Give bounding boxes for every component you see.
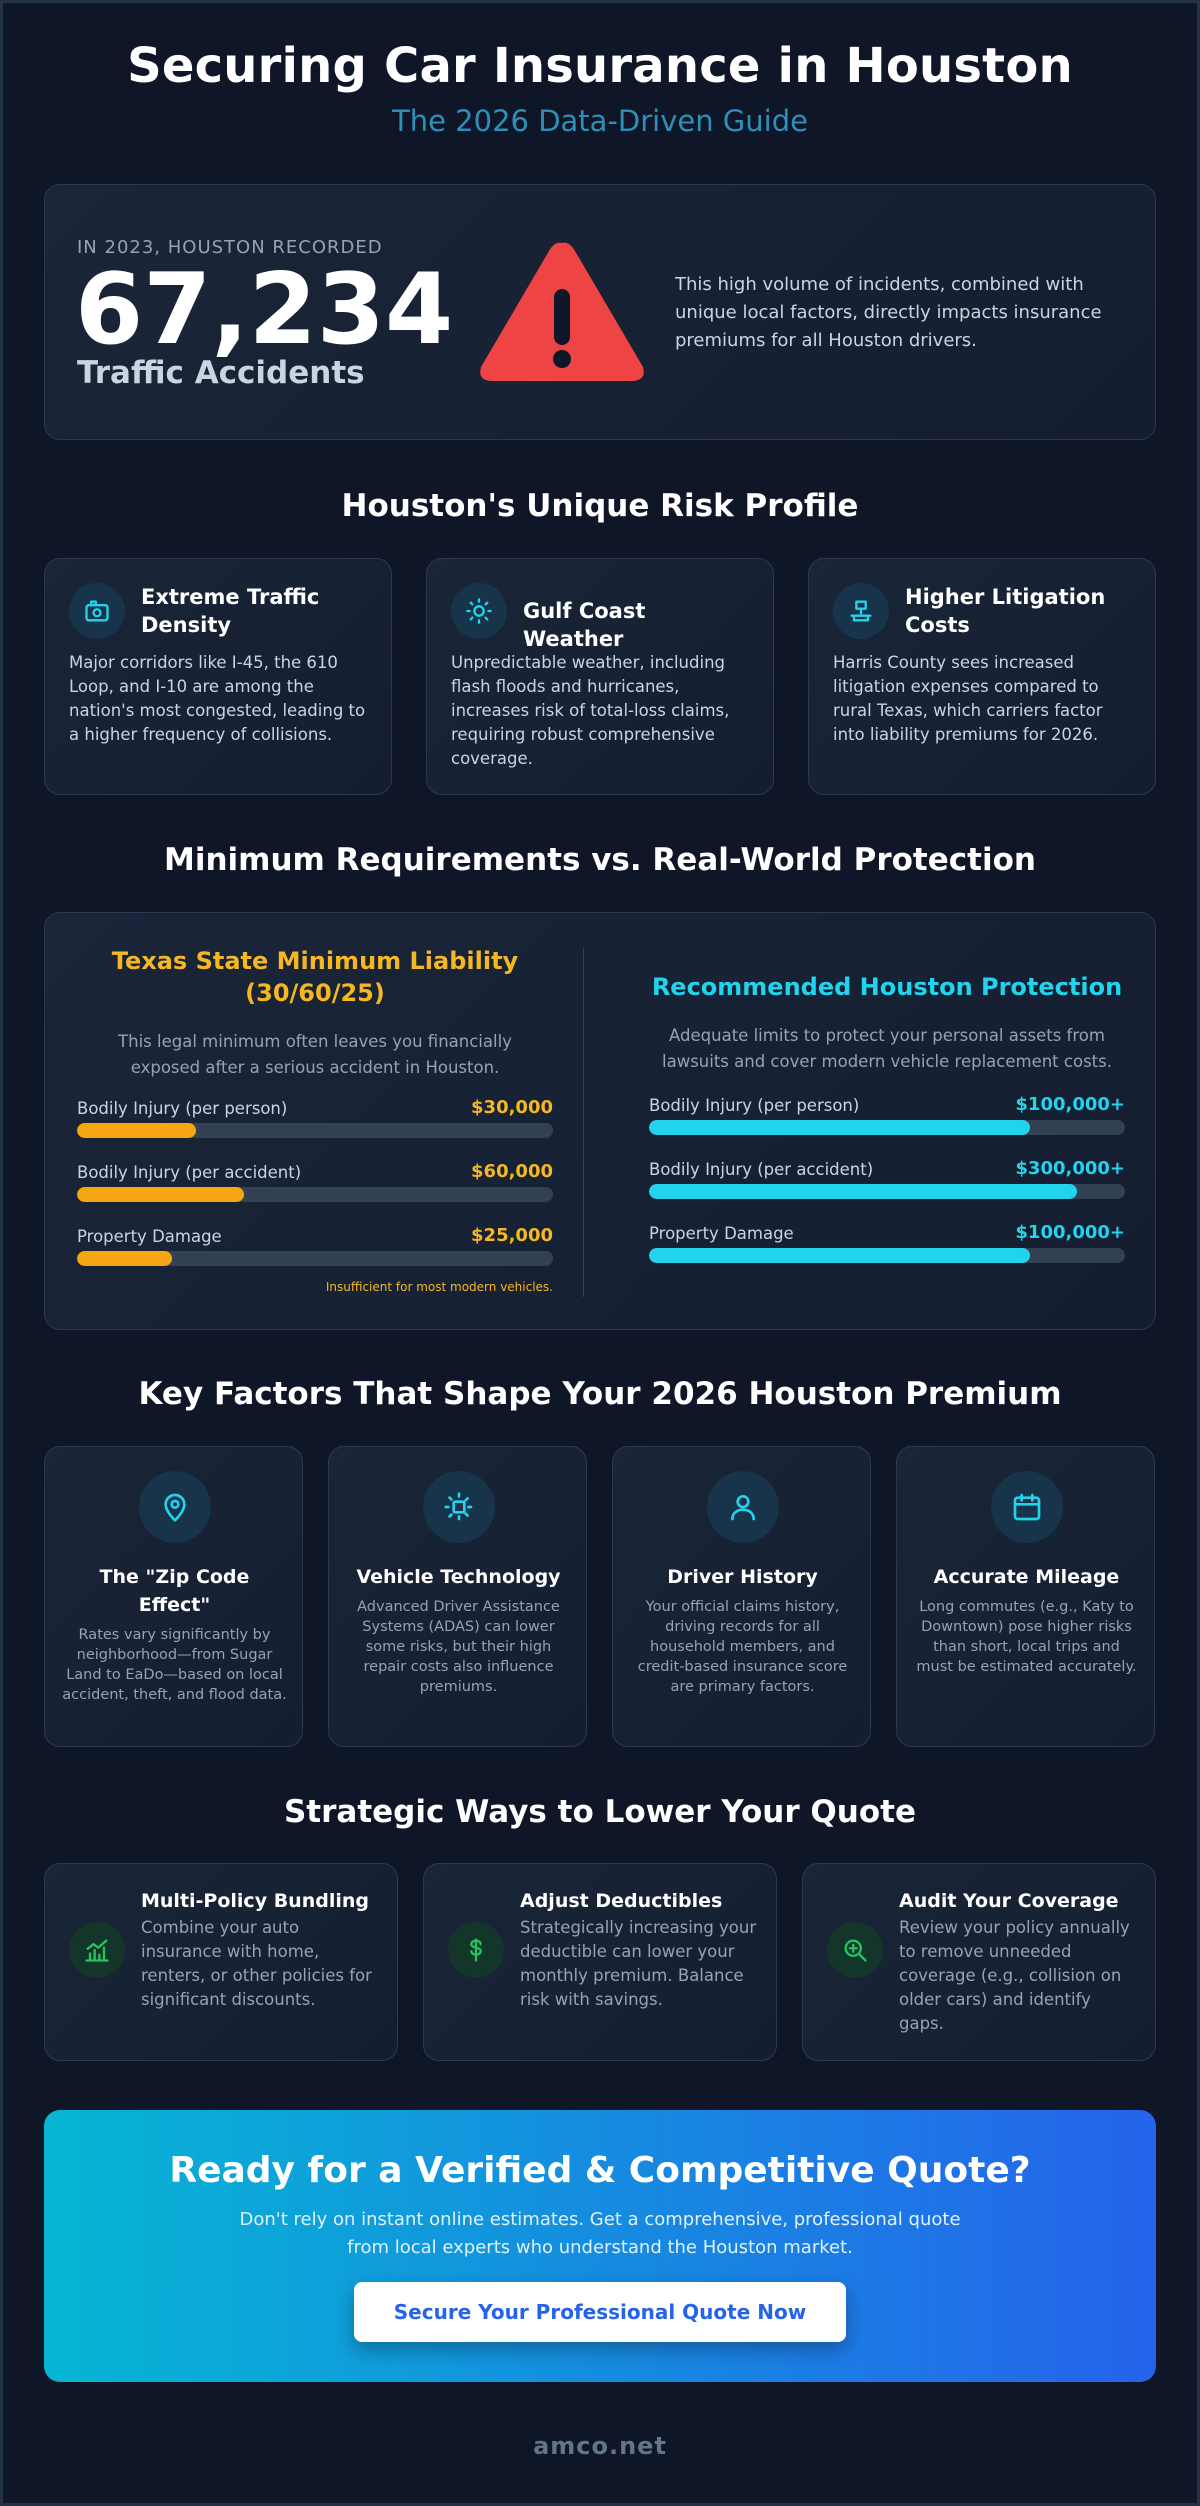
coverage-value: $100,000+ [1015, 1222, 1125, 1243]
coverage-bar-track [77, 1123, 553, 1138]
accident-stat-card: IN 2023, HOUSTON RECORDED 67,234 Traffic… [44, 184, 1156, 440]
chip-icon [423, 1471, 495, 1543]
coverage-bar-track [649, 1248, 1125, 1263]
coverage-bar-track [649, 1120, 1125, 1135]
user-icon [707, 1471, 779, 1543]
strategy-card-deductibles: Adjust Deductibles Strategically increas… [423, 1863, 777, 2061]
coverage-value: $25,000 [471, 1225, 553, 1246]
coverage-label: Bodily Injury (per person) [649, 1096, 860, 1115]
page-header: Securing Car Insurance in Houston The 20… [0, 38, 1200, 138]
coverage-row: Property Damage $25,000 [77, 1225, 553, 1267]
stat-number: 67,234 [75, 253, 454, 367]
factor-text: Long commutes (e.g., Katy to Downtown) p… [916, 1599, 1137, 1675]
risk-section-title: Houston's Unique Risk Profile [341, 488, 859, 524]
stat-kicker: IN 2023, HOUSTON RECORDED [77, 237, 383, 258]
coverage-value: $300,000+ [1015, 1158, 1125, 1179]
calendar-icon [991, 1471, 1063, 1543]
minimum-note: Insufficient for most modern vehicles. [325, 1280, 553, 1294]
risk-card-text: Harris County sees increased litigation … [833, 653, 1103, 744]
risk-card-title: Gulf Coast Weather [523, 599, 646, 651]
recommended-protection-column: Recommended Houston Protection Adequate … [649, 913, 1125, 1263]
strategy-card-audit: Audit Your Coverage Review your policy a… [802, 1863, 1156, 2061]
factor-text: Your official claims history, driving re… [637, 1599, 848, 1695]
strategy-text: Strategically increasing your deductible… [520, 1918, 757, 2009]
strategy-text: Combine your auto insurance with home, r… [141, 1918, 372, 2009]
coverage-row: Property Damage $100,000+ [649, 1222, 1125, 1264]
secure-quote-button[interactable]: Secure Your Professional Quote Now [354, 2282, 846, 2342]
risk-card-title: Higher Litigation Costs [905, 585, 1106, 637]
minimum-liability-column: Texas State Minimum Liability (30/60/25)… [77, 913, 553, 1294]
coverage-bar-fill [649, 1120, 1030, 1135]
coverage-label: Bodily Injury (per person) [77, 1099, 288, 1118]
factor-title: Driver History [667, 1566, 818, 1588]
strategy-title: Multi-Policy Bundling [141, 1890, 369, 1912]
recommended-title: Recommended Houston Protection [651, 973, 1123, 1001]
compare-section-title: Minimum Requirements vs. Real-World Prot… [164, 842, 1036, 878]
bundle-chart-icon [69, 1922, 125, 1978]
coverage-label: Bodily Injury (per accident) [77, 1163, 302, 1182]
sun-icon [451, 583, 507, 639]
factors-section-title: Key Factors That Shape Your 2026 Houston… [138, 1376, 1062, 1412]
page-subtitle: The 2026 Data-Driven Guide [392, 104, 808, 138]
coverage-bar-fill [649, 1184, 1078, 1199]
coverage-bar-fill [649, 1248, 1030, 1263]
coverage-value: $60,000 [471, 1161, 553, 1182]
factor-card-zip-code: The "Zip Code Effect" Rates vary signifi… [44, 1446, 303, 1747]
risk-card-traffic: Extreme Traffic Density Major corridors … [44, 558, 392, 795]
coverage-row: Bodily Injury (per person) $100,000+ [649, 1094, 1125, 1136]
risk-card-text: Unpredictable weather, including flash f… [451, 653, 730, 768]
factor-card-vehicle-tech: Vehicle Technology Advanced Driver Assis… [328, 1446, 587, 1747]
coverage-row: Bodily Injury (per accident) $60,000 [77, 1161, 553, 1203]
coverage-bar-track [77, 1251, 553, 1266]
recommended-subtitle: Adequate limits to protect your personal… [662, 1026, 1112, 1071]
factor-card-mileage: Accurate Mileage Long commutes (e.g., Ka… [896, 1446, 1155, 1747]
coverage-value: $100,000+ [1015, 1094, 1125, 1115]
coverage-row: Bodily Injury (per person) $30,000 [77, 1097, 553, 1139]
strategy-text: Review your policy annually to remove un… [899, 1918, 1130, 2033]
stat-description: This high volume of incidents, combined … [675, 274, 1102, 351]
minimum-title: Texas State Minimum Liability (30/60/25) [111, 947, 519, 1007]
gavel-icon [833, 583, 889, 639]
risk-card-litigation: Higher Litigation Costs Harris County se… [808, 558, 1156, 795]
coverage-bar-fill [77, 1187, 244, 1202]
factor-card-driver-history: Driver History Your official claims hist… [612, 1446, 871, 1747]
column-divider [583, 947, 584, 1297]
factor-text: Advanced Driver Assistance Systems (ADAS… [357, 1599, 560, 1695]
risk-card-text: Major corridors like I-45, the 610 Loop,… [69, 653, 366, 744]
coverage-bar-fill [77, 1123, 196, 1138]
risk-card-weather: Gulf Coast Weather Unpredictable weather… [426, 558, 774, 795]
quote-cta-banner: Ready for a Verified & Competitive Quote… [44, 2110, 1156, 2382]
cta-text: Don't rely on instant online estimates. … [239, 2209, 961, 2258]
strategy-title: Audit Your Coverage [899, 1890, 1119, 1912]
warning-triangle-icon [480, 242, 644, 381]
coverage-value: $30,000 [471, 1097, 553, 1118]
risk-card-title: Extreme Traffic Density [141, 585, 320, 637]
coverage-label: Property Damage [649, 1224, 794, 1243]
search-plus-icon [827, 1922, 883, 1978]
dollar-icon [448, 1922, 504, 1978]
factor-title: Vehicle Technology [356, 1566, 561, 1588]
coverage-row: Bodily Injury (per accident) $300,000+ [649, 1158, 1125, 1200]
coverage-bar-track [649, 1184, 1125, 1199]
coverage-label: Bodily Injury (per accident) [649, 1160, 874, 1179]
coverage-bar-track [77, 1187, 553, 1202]
page-title: Securing Car Insurance in Houston [127, 38, 1073, 94]
factor-title: The "Zip Code Effect" [99, 1566, 250, 1616]
factor-title: Accurate Mileage [933, 1566, 1120, 1588]
coverage-comparison-card: Texas State Minimum Liability (30/60/25)… [44, 912, 1156, 1330]
map-pin-icon [139, 1471, 211, 1543]
footer-brand: amco.net [533, 2432, 667, 2460]
coverage-bar-fill [77, 1251, 173, 1266]
cta-title: Ready for a Verified & Competitive Quote… [169, 2150, 1031, 2191]
strategies-section-title: Strategic Ways to Lower Your Quote [283, 1794, 916, 1830]
traffic-camera-icon [69, 583, 125, 639]
coverage-label: Property Damage [77, 1227, 222, 1246]
strategy-title: Adjust Deductibles [520, 1890, 723, 1912]
stat-unit: Traffic Accidents [77, 355, 365, 391]
factor-text: Rates vary significantly by neighborhood… [62, 1627, 287, 1703]
strategy-card-bundling: Multi-Policy Bundling Combine your auto … [44, 1863, 398, 2061]
minimum-subtitle: This legal minimum often leaves you fina… [118, 1032, 512, 1077]
